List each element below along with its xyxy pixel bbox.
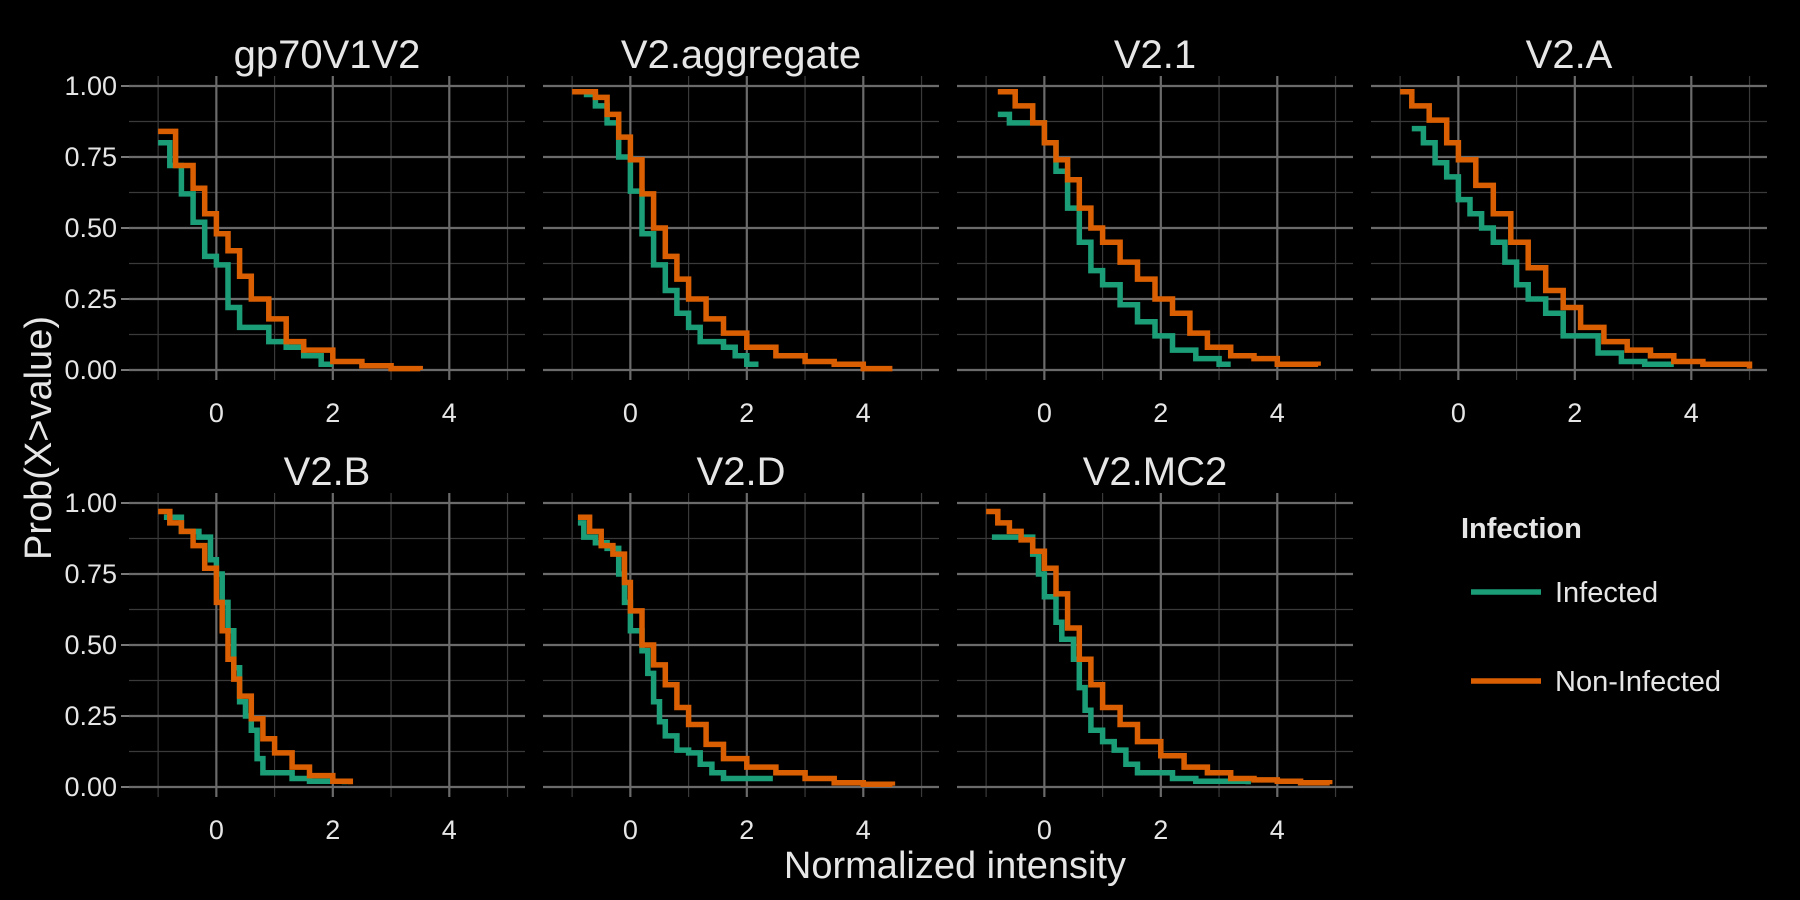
x-tick-label: 0 (209, 815, 224, 845)
panel-gp70v1v2: gp70V1V2 0.00 0.25 0.50 0.75 1.00 0 2 4 (64, 33, 525, 428)
x-tick-label: 4 (1270, 815, 1285, 845)
y-tick-label: 0.25 (64, 284, 117, 314)
x-tick-label: 0 (1037, 815, 1052, 845)
curve-infected (158, 140, 333, 368)
curve-non-infected (1400, 88, 1753, 369)
y-tick-label: 0.25 (64, 701, 117, 731)
y-tick-label: 0.75 (64, 559, 117, 589)
curve-non-infected (997, 88, 1321, 368)
x-tick-label: 0 (1451, 398, 1466, 428)
curve-non-infected (572, 88, 893, 372)
curve-non-infected (986, 508, 1333, 786)
curve-non-infected (577, 514, 896, 787)
x-tick-label: 2 (739, 815, 754, 845)
curve-non-infected (158, 508, 354, 785)
curve-infected (577, 520, 773, 782)
curve-infected (991, 534, 1251, 785)
x-tick-label: 4 (1270, 398, 1285, 428)
panel-title: V2.D (697, 450, 786, 494)
y-axis-title: Prob(X>value) (18, 316, 60, 560)
x-tick-label: 4 (856, 815, 871, 845)
panel-title: gp70V1V2 (234, 33, 421, 77)
x-tick-label: 4 (442, 815, 457, 845)
y-tick-label: 0.00 (64, 355, 117, 385)
legend-title: Infection (1461, 513, 1582, 545)
panel-v2-1: V2.1 0 2 4 (957, 33, 1353, 428)
panel-v2-aggregate: V2.aggregate 0 2 4 (543, 33, 939, 428)
x-tick-label: 0 (209, 398, 224, 428)
curve-non-infected (158, 128, 423, 372)
x-axis-title: Normalized intensity (784, 845, 1126, 887)
panel-title: V2.1 (1114, 33, 1196, 77)
panel-v2-a: V2.A 0 2 4 (1371, 33, 1767, 428)
x-tick-label: 4 (1684, 398, 1699, 428)
legend-label-non-infected: Non-Infected (1555, 666, 1721, 698)
panel-title: V2.B (284, 450, 371, 494)
y-tick-label: 0.75 (64, 142, 117, 172)
x-tick-label: 2 (739, 398, 754, 428)
panel-title: V2.MC2 (1083, 450, 1228, 494)
y-tick-label: 0.50 (64, 213, 117, 243)
y-tick-label: 1.00 (64, 71, 117, 101)
curve-infected (163, 514, 348, 785)
y-tick-label: 1.00 (64, 488, 117, 518)
y-tick-label: 0.00 (64, 772, 117, 802)
x-tick-label: 4 (442, 398, 457, 428)
legend-label-infected: Infected (1555, 577, 1658, 609)
legend: Infection Infected Non-Infected (1461, 513, 1721, 698)
curve-infected (997, 111, 1231, 368)
panel-title: V2.aggregate (621, 33, 861, 77)
x-tick-label: 0 (623, 398, 638, 428)
x-tick-label: 2 (325, 815, 340, 845)
panel-v2-mc2: V2.MC2 0 2 4 (957, 450, 1353, 845)
x-tick-label: 2 (325, 398, 340, 428)
curve-infected (583, 91, 759, 368)
x-tick-label: 4 (856, 398, 871, 428)
panel-title: V2.A (1526, 33, 1613, 77)
panel-v2-b: V2.B 0.00 0.25 0.50 0.75 1.00 0 2 4 (64, 450, 525, 845)
panel-v2-d: V2.D 0 2 4 (543, 450, 939, 845)
x-tick-label: 0 (1037, 398, 1052, 428)
x-tick-label: 2 (1567, 398, 1582, 428)
x-tick-label: 2 (1153, 815, 1168, 845)
curve-infected (1411, 125, 1674, 368)
x-tick-label: 0 (623, 815, 638, 845)
y-tick-label: 0.50 (64, 630, 117, 660)
x-tick-label: 2 (1153, 398, 1168, 428)
